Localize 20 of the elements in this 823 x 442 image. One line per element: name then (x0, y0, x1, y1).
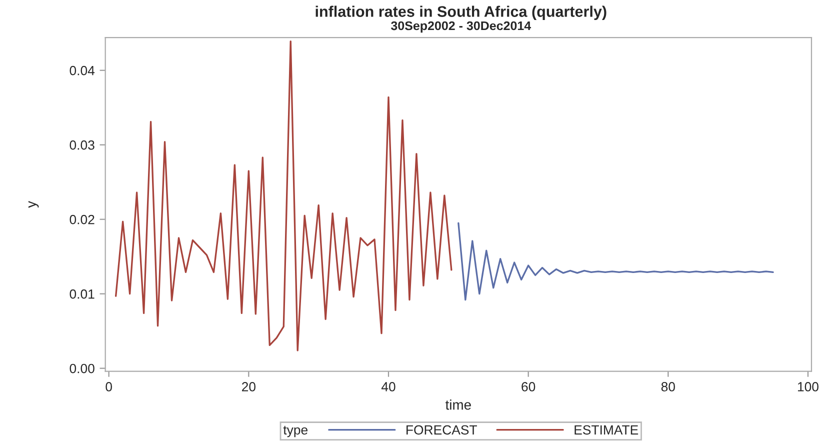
legend-label: ESTIMATE (574, 425, 638, 435)
y-tick-label: 0.03 (70, 140, 94, 150)
y-tick-label: 0.04 (70, 66, 95, 76)
x-axis-title: time (446, 400, 471, 410)
chart-title: inflation rates in South Africa (quarterly) (316, 6, 606, 20)
legend-title: type (283, 426, 308, 438)
line-series (458, 222, 774, 301)
x-tick-label: 80 (661, 382, 675, 392)
x-tick-label: 60 (522, 382, 536, 392)
y-tick-label: 0.02 (70, 214, 94, 224)
y-tick-label: 0.01 (70, 289, 94, 299)
x-tick-label: 40 (381, 382, 396, 392)
x-tick-label: 0 (106, 382, 112, 392)
legend-label: FORECAST (406, 425, 477, 435)
y-axis-title: y (28, 200, 39, 208)
x-tick-label: 100 (798, 382, 818, 392)
y-tick-label: 0.00 (70, 364, 94, 374)
chart-subtitle: 30Sep2002 - 30Dec2014 (390, 21, 532, 33)
line-series (114, 40, 452, 352)
x-tick-label: 20 (242, 382, 256, 392)
